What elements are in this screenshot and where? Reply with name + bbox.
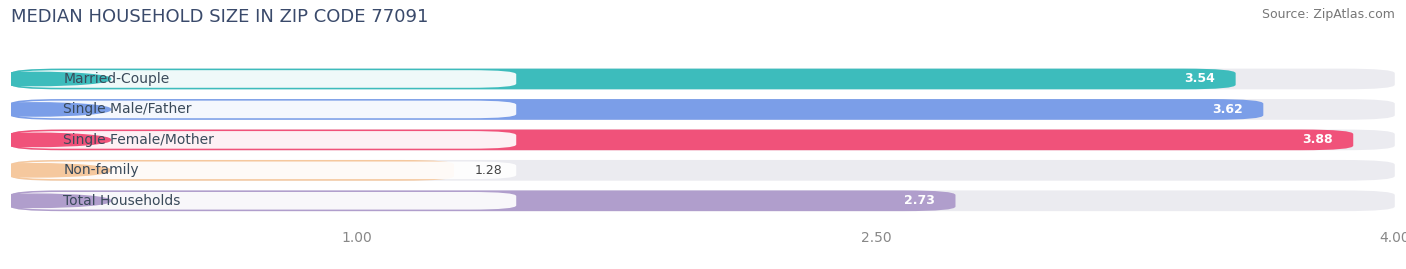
Text: Non-family: Non-family	[63, 163, 139, 177]
FancyBboxPatch shape	[11, 160, 1395, 181]
Text: Total Households: Total Households	[63, 194, 180, 208]
FancyBboxPatch shape	[14, 131, 516, 149]
FancyBboxPatch shape	[14, 192, 516, 210]
Circle shape	[0, 103, 111, 116]
FancyBboxPatch shape	[11, 99, 1264, 120]
FancyBboxPatch shape	[14, 101, 516, 118]
Text: Married-Couple: Married-Couple	[63, 72, 169, 86]
Text: MEDIAN HOUSEHOLD SIZE IN ZIP CODE 77091: MEDIAN HOUSEHOLD SIZE IN ZIP CODE 77091	[11, 8, 429, 26]
Text: 2.73: 2.73	[904, 194, 935, 207]
Text: 3.62: 3.62	[1212, 103, 1243, 116]
Text: 1.28: 1.28	[475, 164, 502, 177]
Text: Single Female/Mother: Single Female/Mother	[63, 133, 214, 147]
FancyBboxPatch shape	[11, 69, 1236, 89]
FancyBboxPatch shape	[14, 161, 516, 179]
FancyBboxPatch shape	[11, 69, 1395, 89]
Circle shape	[0, 133, 111, 147]
FancyBboxPatch shape	[11, 99, 1395, 120]
FancyBboxPatch shape	[11, 160, 454, 181]
Text: Single Male/Father: Single Male/Father	[63, 102, 191, 116]
FancyBboxPatch shape	[14, 70, 516, 88]
Circle shape	[0, 72, 111, 86]
Circle shape	[0, 194, 111, 207]
FancyBboxPatch shape	[11, 190, 1395, 211]
Text: 3.54: 3.54	[1184, 72, 1215, 86]
Circle shape	[0, 164, 111, 177]
Text: Source: ZipAtlas.com: Source: ZipAtlas.com	[1261, 8, 1395, 21]
FancyBboxPatch shape	[11, 130, 1353, 150]
FancyBboxPatch shape	[11, 190, 956, 211]
FancyBboxPatch shape	[11, 130, 1395, 150]
Text: 3.88: 3.88	[1302, 133, 1333, 146]
